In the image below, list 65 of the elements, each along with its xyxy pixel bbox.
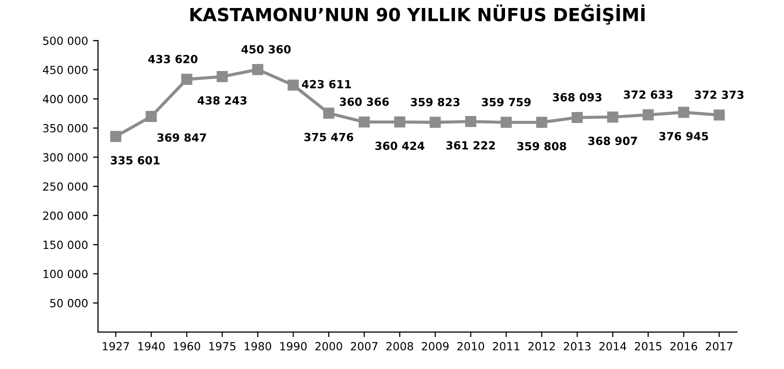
point (110, 130, 122, 142)
x-tick-label: 2012 (528, 342, 555, 350)
data-label: 369 847 (157, 133, 206, 142)
point (394, 116, 406, 128)
data-label: 372 633 (624, 90, 672, 99)
data-label: 433 620 (148, 54, 198, 64)
data-label: 423 611 (302, 80, 351, 88)
data-label: 361 222 (446, 141, 495, 150)
y-tick-label: 100 000 (44, 270, 88, 278)
point (714, 109, 725, 121)
y-tick-label: 350 000 (43, 124, 88, 132)
x-tick-label: 2010 (457, 342, 484, 350)
point (323, 108, 334, 119)
x-tick-label: 1975 (209, 342, 236, 350)
x-tick-label: 1980 (244, 342, 272, 350)
y-tick-label: 150 000 (44, 240, 88, 250)
y-tick-label: 200 000 (43, 211, 88, 220)
x-tick-label: 1960 (174, 342, 200, 350)
point (146, 110, 157, 122)
data-label: 438 243 (198, 96, 246, 105)
x-tick-label: 2000 (315, 342, 342, 350)
data-label: 360 366 (340, 98, 389, 106)
data-label: 368 093 (552, 93, 602, 102)
x-tick-label: 2008 (386, 342, 414, 350)
point (288, 80, 299, 91)
data-label: 359 808 (517, 142, 566, 150)
data-label: 368 907 (588, 136, 637, 146)
data-label: 372 373 (694, 90, 744, 99)
point (216, 71, 228, 82)
y-tick-label: 250 000 (43, 182, 88, 191)
data-label: 376 945 (659, 132, 708, 140)
x-tick-label: 2014 (599, 342, 626, 350)
y-tick-label: 50 000 (50, 298, 88, 308)
x-tick-label: 2013 (564, 342, 590, 350)
chart-title: KASTAMONU’NUN 90 YILLIK NÜFUS DEĞİŞİMİ (190, 4, 645, 25)
y-tick-label: 450 000 (42, 66, 88, 74)
x-tick-label: 2015 (634, 342, 662, 350)
x-tick-label: 1940 (138, 342, 165, 350)
x-tick-label: 2017 (706, 342, 732, 350)
point (181, 74, 192, 85)
data-label: 450 360 (241, 45, 291, 54)
x-tick-label: 2016 (670, 342, 698, 350)
point (252, 64, 264, 76)
data-label: 359 823 (410, 98, 460, 106)
x-tick-label: 2009 (422, 342, 449, 350)
x-tick-label: 2007 (350, 342, 378, 350)
y-tick-label: 400 000 (42, 94, 88, 104)
point (678, 106, 690, 118)
x-tick-label: 1927 (102, 342, 129, 350)
data-label: 359 759 (482, 98, 531, 106)
x-tick-label: 2011 (492, 342, 520, 350)
y-tick-label: 500 000 (43, 36, 88, 45)
point (358, 116, 370, 128)
point (500, 116, 512, 128)
data-label: 375 476 (304, 132, 354, 142)
point (465, 116, 476, 128)
point (430, 116, 441, 128)
point (536, 116, 548, 128)
data-label: 360 424 (375, 142, 424, 150)
point (607, 111, 618, 123)
data-label: 335 601 (110, 156, 160, 164)
point (572, 112, 583, 124)
x-tick-label: 1990 (280, 342, 307, 350)
point (642, 109, 654, 120)
y-tick-label: 300 000 (43, 153, 88, 162)
